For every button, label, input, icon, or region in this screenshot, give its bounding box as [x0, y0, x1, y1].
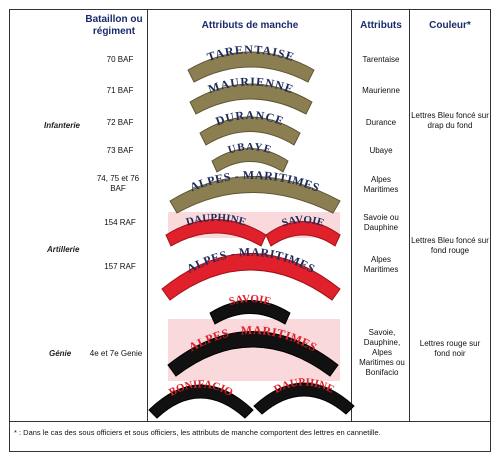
group-artillery: Artillerie: [47, 245, 80, 254]
group-engineers: Génie: [49, 349, 72, 358]
patch-savoie-red: SAVOIE: [265, 214, 341, 247]
attribute-ubaye: Ubaye: [369, 146, 393, 155]
header-attributes: Attributs: [360, 20, 402, 31]
svg-text:UBAYE: UBAYE: [227, 141, 274, 157]
patch-savoie-black: SAVOIE: [209, 293, 291, 325]
svg-text:SAVOIE: SAVOIE: [228, 293, 273, 308]
svg-text:SAVOIE: SAVOIE: [280, 214, 325, 230]
attribute-savoie-dauphine: Savoie ou Dauphine: [363, 213, 399, 232]
column-divider: [351, 9, 352, 421]
attribute-alpes-maritimes: Alpes Maritimes: [363, 255, 399, 274]
group-infantry: Infanterie: [44, 121, 81, 130]
column-divider: [147, 9, 148, 421]
attribute-maurienne: Maurienne: [362, 86, 400, 95]
svg-text:DURANCE: DURANCE: [214, 108, 287, 128]
patch-alpes-maritimes-red: ALPES - MARITIMES: [161, 245, 341, 301]
column-divider: [409, 9, 410, 421]
header-colour: Couleur*: [429, 20, 471, 31]
attribute-durance: Durance: [365, 118, 397, 127]
patch-maurienne: MAURIENNE: [189, 74, 313, 115]
unit-74-75-76-baf: 74, 75 et 76 BAF: [96, 174, 140, 193]
unit-157-raf: 157 RAF: [104, 262, 136, 271]
unit-154-raf: 154 RAF: [104, 218, 136, 227]
unit-70-baf: 70 BAF: [106, 55, 134, 64]
colour-engineers: Lettres rouge sur fond noir: [419, 339, 481, 358]
footnote: * : Dans le cas des sous officiers et so…: [14, 428, 381, 437]
attribute-alpes-maritimes: Alpes Maritimes: [363, 175, 399, 194]
colour-infantry: Lettres Bleu foncé sur drap du fond: [411, 111, 489, 130]
unit-72-baf: 72 BAF: [106, 118, 134, 127]
patch-durance: DURANCE: [199, 108, 301, 146]
unit-71-baf: 71 BAF: [106, 86, 134, 95]
unit-73-baf: 73 BAF: [106, 146, 134, 155]
patch-alpes-maritimes-khaki: ALPES - MARITIMES: [169, 168, 341, 214]
patch-dauphine-black: DAUPHINE: [253, 376, 355, 415]
patch-ubaye: UBAYE: [211, 141, 289, 173]
unit-genie: 4e et 7e Genie: [89, 349, 143, 358]
header-sleeve-insignia: Attributs de manche: [201, 20, 299, 31]
colour-artillery: Lettres Bleu foncé sur fond rouge: [411, 236, 489, 255]
svg-text:DAUPHINE: DAUPHINE: [185, 212, 248, 229]
attribute-tarentaise: Tarentaise: [362, 55, 400, 64]
table-frame: [9, 9, 491, 452]
patch-bonifacio: BONIFACIO: [148, 378, 254, 419]
patch-dauphine-red: DAUPHINE: [165, 212, 267, 247]
header-battalion: Bataillon ou régiment: [85, 14, 143, 37]
attribute-genie-options: Savoie, Dauphine, Alpes Maritimes ou Bon…: [359, 328, 405, 377]
footnote-divider: [9, 421, 491, 422]
